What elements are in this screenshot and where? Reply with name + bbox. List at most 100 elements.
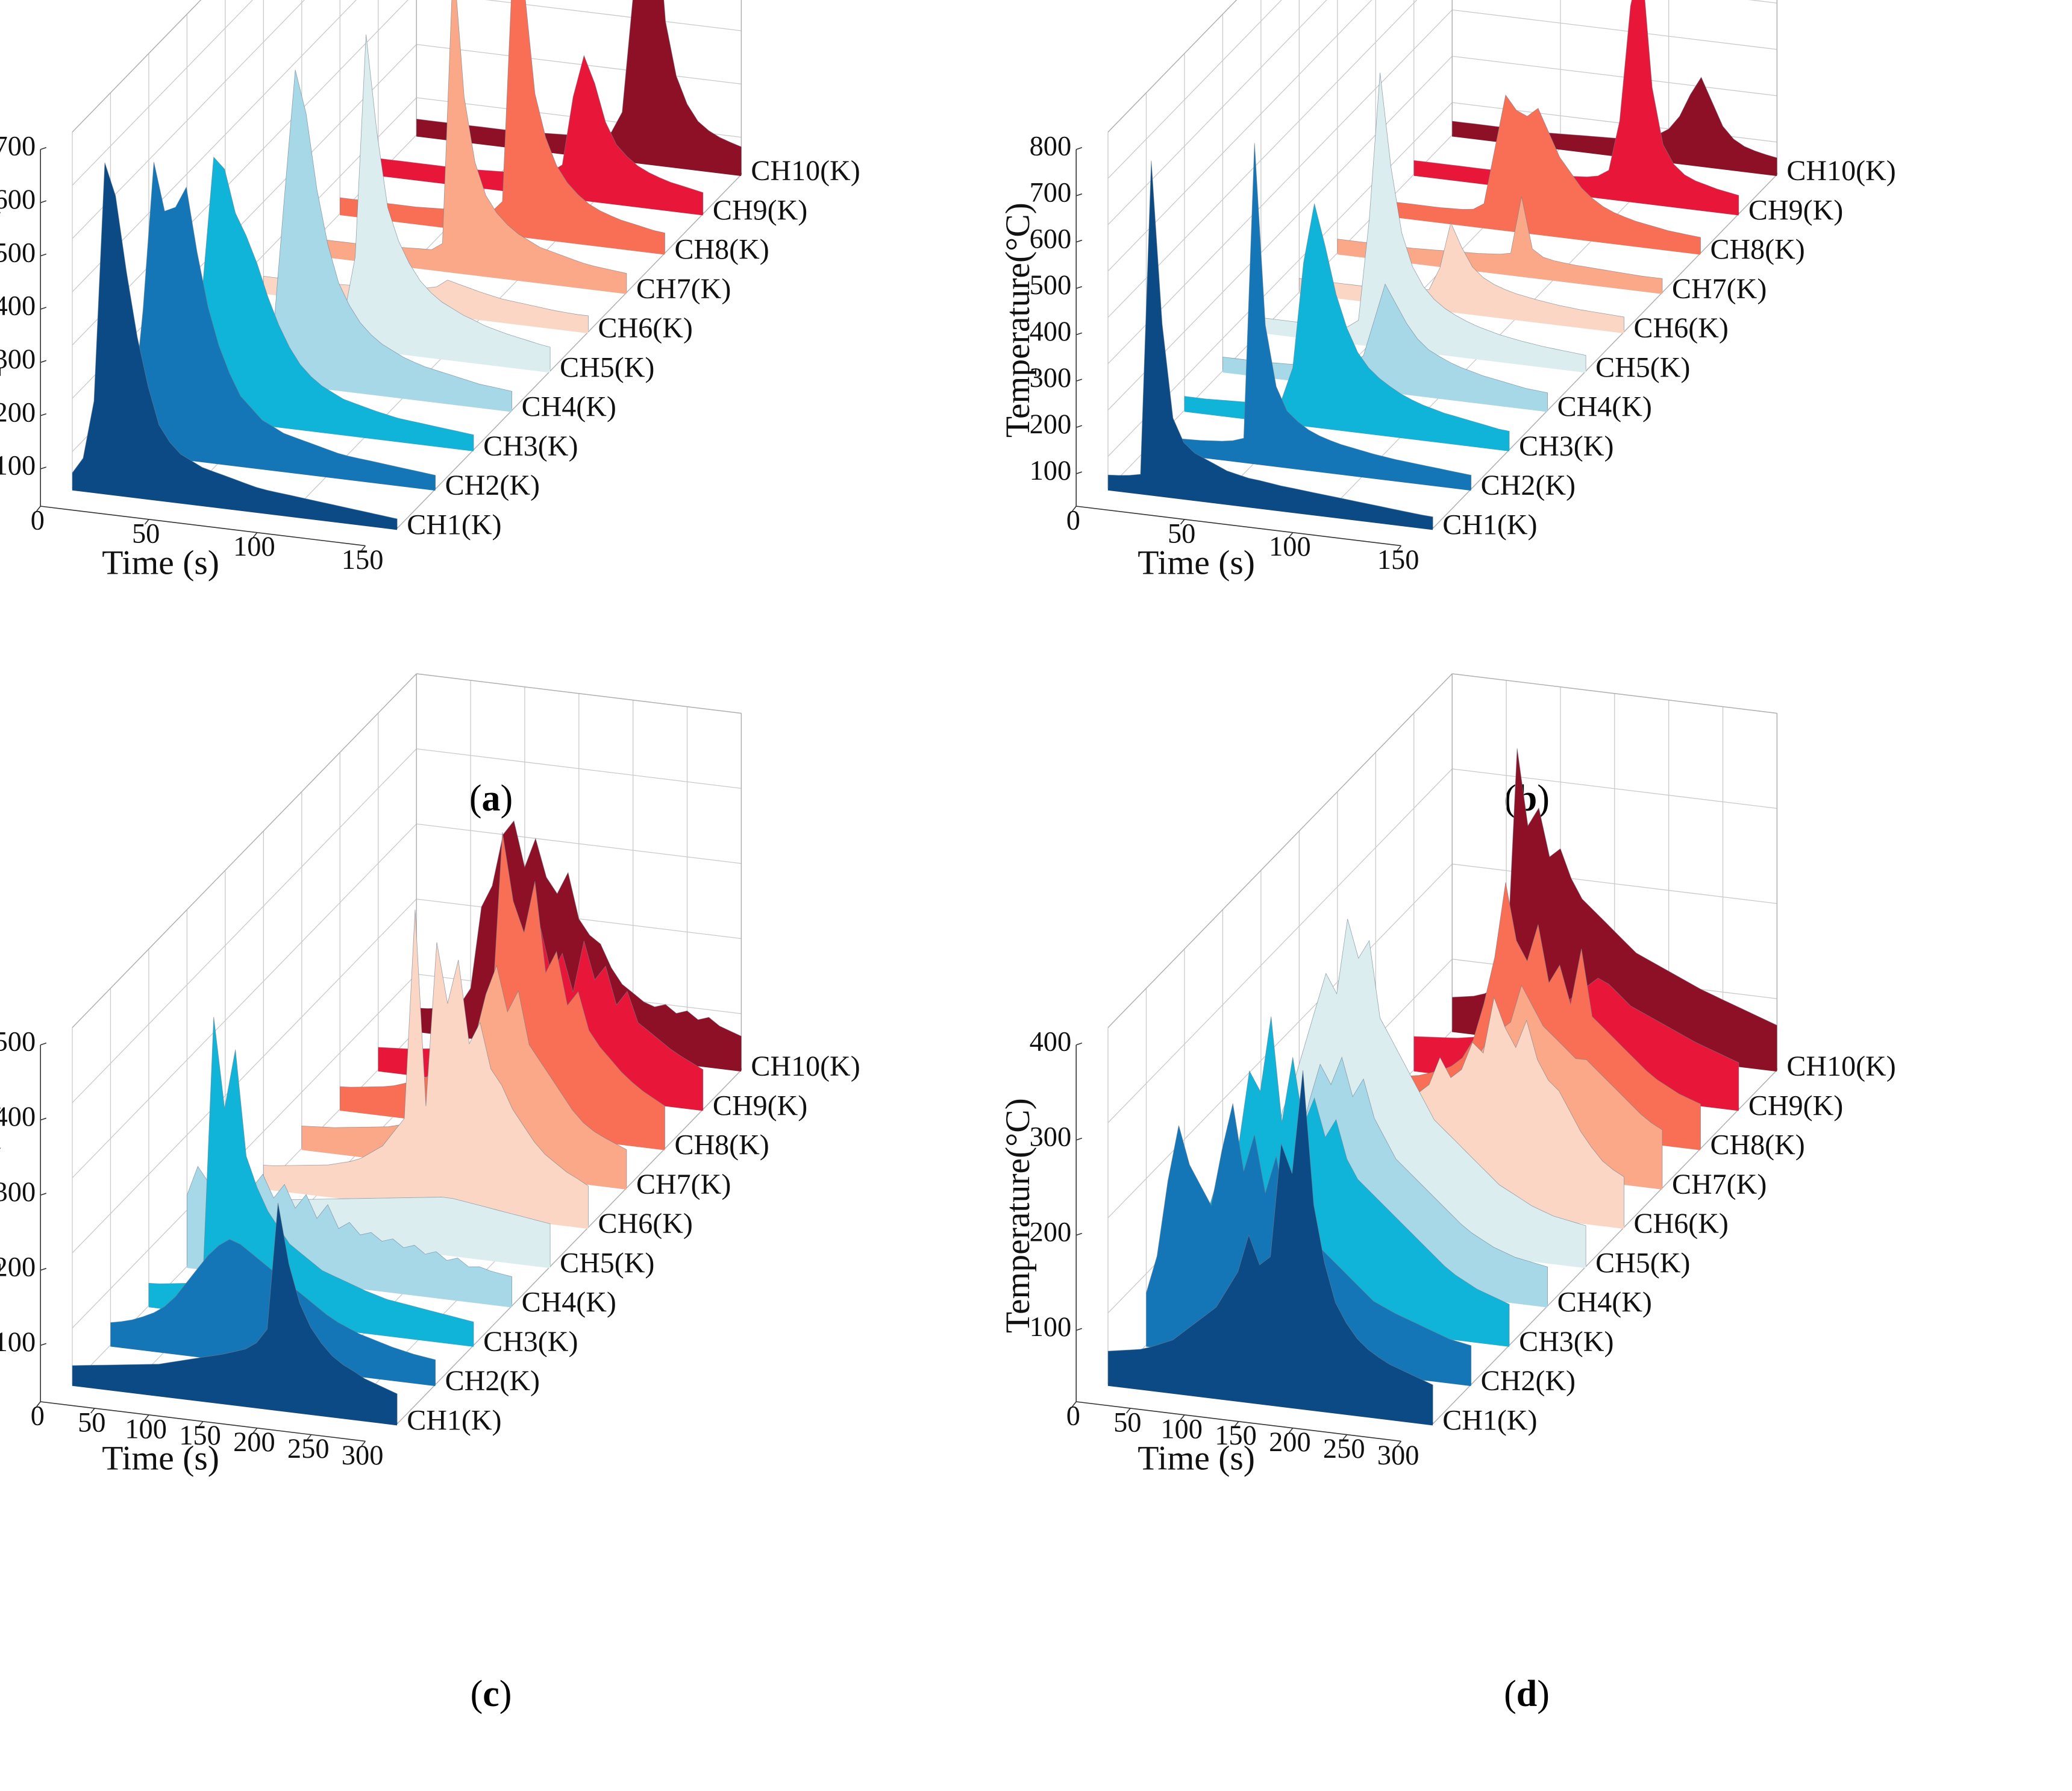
channel-label: CH3(K) (483, 1326, 578, 1358)
time-tick-label: 150 (342, 545, 384, 576)
series-group (72, 820, 742, 1426)
temperature-axis-title: Temperature(°C) (999, 1098, 1037, 1333)
series-area-CH6(K) (263, 909, 589, 1228)
time-axis: 0 50 100 150 (31, 505, 384, 576)
channel-label: CH6(K) (1634, 312, 1729, 344)
time-tick-label: 100 (233, 532, 275, 562)
panel-a: CH10(K) CH9(K) CH8(K) CH7(K) CH6(K) CH5(K) CH4… (0, 0, 1036, 896)
temperature-tick (1075, 1328, 1083, 1331)
temperature-tick (40, 147, 47, 150)
time-tick (1180, 1414, 1185, 1420)
time-tick-label: 0 (31, 1400, 45, 1431)
box-edge (416, 673, 742, 714)
left-wall-hline (1107, 768, 1453, 1123)
box-edge (1107, 0, 1238, 133)
back-wall-hline (416, 44, 742, 85)
time-tick (1126, 1408, 1131, 1414)
left-wall-hline (1107, 0, 1238, 133)
time-tick (36, 1401, 41, 1407)
panel-c-letter: c (483, 1673, 499, 1714)
time-tick (1234, 1421, 1239, 1427)
channel-label: CH6(K) (598, 312, 693, 344)
temperature-tick-label: 100 (0, 451, 36, 481)
time-axis: 0 50 100 150 200 250 300 (1066, 1400, 1419, 1471)
box-edge (396, 174, 742, 529)
time-tick-label: 150 (179, 1420, 221, 1451)
back-wall-hline (1452, 864, 1777, 904)
time-tick (36, 506, 41, 512)
series-group (1107, 0, 1777, 530)
box-edge (1107, 673, 1453, 1028)
time-tick-label: 100 (1160, 1414, 1203, 1444)
series-area-CH9(K) (1413, 0, 1739, 215)
left-wall-hline (1107, 0, 1418, 318)
temperature-tick-label: 500 (0, 1027, 36, 1058)
time-tick (1397, 545, 1402, 551)
time-tick-label: 0 (1066, 1400, 1080, 1431)
temperature-tick-label: 200 (1030, 1217, 1072, 1247)
temperature-tick (1075, 332, 1083, 336)
chart-a: CH10(K) CH9(K) CH8(K) CH7(K) CH6(K) CH5(K) CH4… (0, 0, 860, 582)
left-wall-hline (72, 0, 254, 186)
temperature-tick (1075, 239, 1083, 243)
series-base-CH1(K) (1107, 487, 1433, 530)
time-axis-line (1076, 506, 1401, 547)
temperature-tick (40, 1343, 47, 1346)
panel-c: CH10(K) CH9(K) CH8(K) CH7(K) CH6(K) CH5(K) CH4… (0, 673, 1036, 1791)
time-tick (361, 1441, 366, 1447)
temperature-tick-label: 300 (1030, 1121, 1072, 1152)
series-area-CH1(K) (72, 162, 398, 529)
channel-label: CH1(K) (407, 1404, 501, 1436)
panel-d-label: (d) (1504, 1673, 1550, 1714)
temperature-tick-label: 200 (1030, 409, 1072, 440)
box-edge (1432, 1070, 1777, 1425)
temperature-tick (1075, 1043, 1083, 1046)
channel-label: CH8(K) (674, 1129, 769, 1161)
left-wall-hline (72, 899, 417, 1253)
temperature-tick (1075, 1137, 1083, 1141)
back-wall-hline (1748, 0, 1777, 4)
chart-c: CH10(K) CH9(K) CH8(K) CH7(K) CH6(K) CH5(K) CH4… (0, 673, 860, 1478)
left-wall-hline (72, 823, 417, 1178)
time-tick-label: 50 (1113, 1407, 1141, 1438)
series-area-CH8(K) (339, 0, 665, 254)
time-tick-label: 300 (342, 1440, 384, 1471)
chart-plot-area: CH10(K) CH9(K) CH8(K) CH7(K) CH6(K) CH5(K) CH4… (0, 0, 860, 582)
channel-label: CH6(K) (598, 1208, 693, 1240)
temperature-tick (1075, 193, 1083, 196)
left-wall-hline (72, 748, 417, 1103)
temperature-axis: 100 200 300 400 (1030, 1027, 1083, 1402)
left-wall-hline (72, 0, 305, 239)
series-area-CH2(K) (1146, 143, 1472, 489)
channel-label: CH9(K) (1748, 194, 1843, 226)
time-axis-title: Time (s) (102, 1440, 219, 1478)
panel-a-label: (a) (469, 778, 513, 819)
box-edge (1432, 174, 1777, 529)
temperature-tick (40, 1117, 47, 1121)
time-tick (90, 1408, 95, 1414)
channel-label: CH2(K) (445, 1365, 540, 1397)
panel-d: CH10(K) CH9(K) CH8(K) CH7(K) CH6(K) CH5(K) CH4… (999, 673, 2072, 1791)
time-tick (307, 1434, 312, 1440)
channel-label: CH9(K) (1748, 1090, 1843, 1121)
channel-label: CH8(K) (1710, 234, 1804, 266)
temperature-axis-title: Temperature(°C) (0, 202, 1, 438)
box-edge (396, 1070, 742, 1425)
channel-label: CH7(K) (1672, 1168, 1767, 1200)
temperature-tick-label: 200 (0, 1252, 36, 1282)
panel-b-label: (b) (1504, 778, 1550, 819)
time-tick-label: 100 (1269, 532, 1311, 562)
time-axis: 0 50 100 150 200 250 300 (31, 1400, 384, 1471)
temperature-tick (1075, 147, 1083, 150)
time-tick-label: 250 (287, 1434, 330, 1464)
time-tick (1288, 532, 1294, 538)
channel-label: CH10(K) (751, 155, 860, 187)
temperature-axis: 100 200 300 400 500 600 700 (0, 131, 47, 507)
temperature-tick-label: 600 (0, 184, 36, 215)
temperature-tick-label: 800 (1030, 131, 1072, 162)
left-wall-hline (1107, 0, 1282, 179)
time-axis-title: Time (s) (1138, 544, 1255, 582)
time-tick (1180, 519, 1185, 525)
time-tick (198, 1421, 204, 1427)
back-wall-hline (1452, 768, 1777, 809)
